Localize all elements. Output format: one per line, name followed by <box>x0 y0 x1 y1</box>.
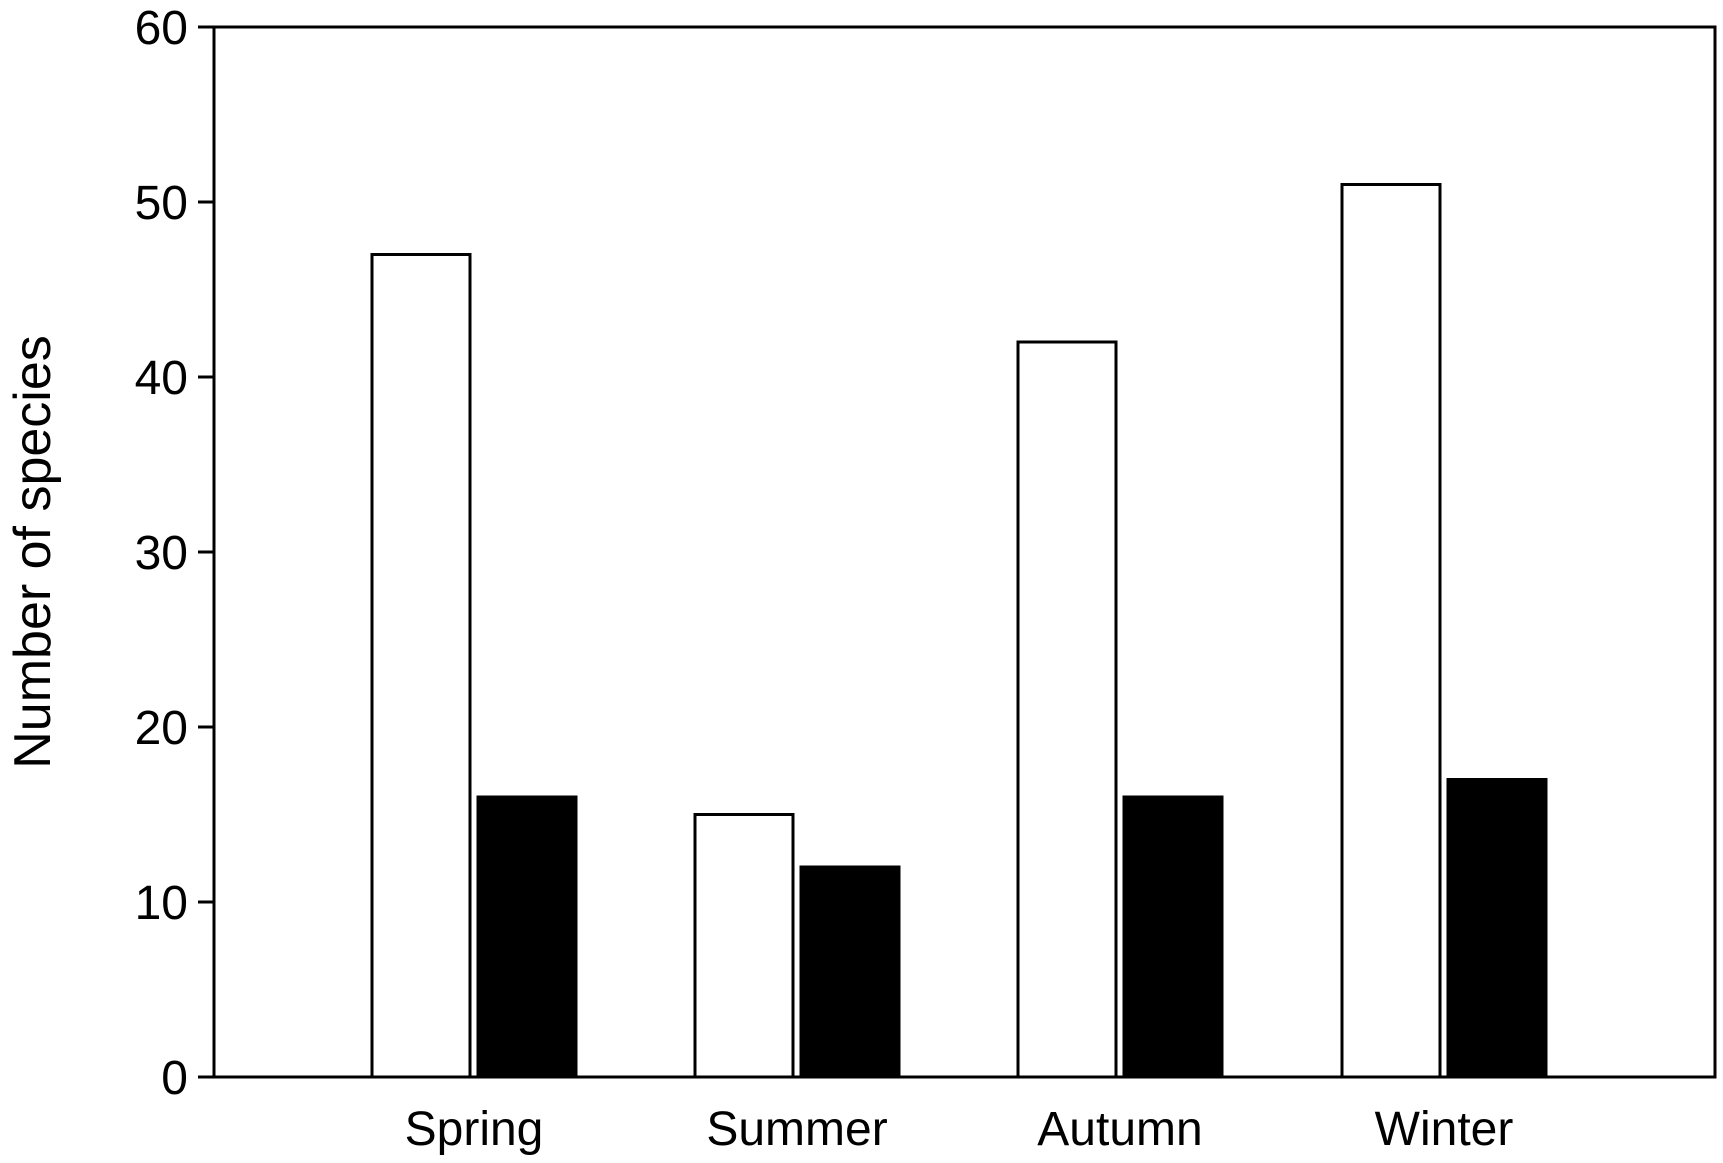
bar-summer-series-2 <box>799 865 901 1079</box>
x-tick-label: Winter <box>1375 1103 1514 1156</box>
y-axis-title: Number of species <box>4 335 62 769</box>
bars <box>370 183 1548 1079</box>
y-tick-label: 30 <box>135 527 188 580</box>
x-tick-label: Spring <box>405 1103 544 1156</box>
y-tick-label: 50 <box>135 177 188 230</box>
bar-autumn-series-2 <box>1122 795 1224 1079</box>
bar-winter-series-2 <box>1446 778 1548 1079</box>
y-tick-label: 0 <box>161 1052 188 1105</box>
x-axis: Spring Summer Autumn Winter <box>405 1103 1514 1156</box>
y-tick-label: 20 <box>135 702 188 755</box>
x-tick-label: Summer <box>706 1103 887 1156</box>
y-axis: 0 10 20 30 40 50 60 <box>135 2 214 1105</box>
bar-spring-series-2 <box>476 795 578 1079</box>
y-tick-label: 10 <box>135 877 188 930</box>
bar-summer-series-1 <box>693 813 795 1079</box>
y-tick-label: 40 <box>135 352 188 405</box>
bar-winter-series-1 <box>1340 183 1442 1079</box>
x-tick-label: Autumn <box>1037 1103 1202 1156</box>
y-tick-label: 60 <box>135 2 188 55</box>
bar-autumn-series-1 <box>1016 340 1118 1079</box>
bar-spring-series-1 <box>370 253 472 1079</box>
